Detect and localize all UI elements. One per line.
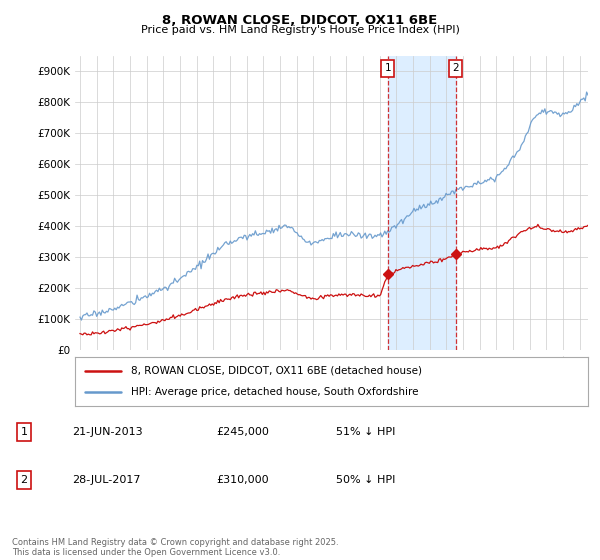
Text: 28-JUL-2017: 28-JUL-2017 [72, 475, 140, 485]
Text: 2: 2 [452, 63, 459, 73]
Text: 1: 1 [20, 427, 28, 437]
Text: £245,000: £245,000 [216, 427, 269, 437]
Text: HPI: Average price, detached house, South Oxfordshire: HPI: Average price, detached house, Sout… [131, 387, 419, 397]
Text: 50% ↓ HPI: 50% ↓ HPI [336, 475, 395, 485]
Text: 8, ROWAN CLOSE, DIDCOT, OX11 6BE: 8, ROWAN CLOSE, DIDCOT, OX11 6BE [163, 14, 437, 27]
Text: Price paid vs. HM Land Registry's House Price Index (HPI): Price paid vs. HM Land Registry's House … [140, 25, 460, 35]
Text: 21-JUN-2013: 21-JUN-2013 [72, 427, 143, 437]
Text: 2: 2 [20, 475, 28, 485]
Text: 1: 1 [385, 63, 391, 73]
Bar [388, 56, 456, 350]
Text: £310,000: £310,000 [216, 475, 269, 485]
Text: 51% ↓ HPI: 51% ↓ HPI [336, 427, 395, 437]
Text: 8, ROWAN CLOSE, DIDCOT, OX11 6BE (detached house): 8, ROWAN CLOSE, DIDCOT, OX11 6BE (detach… [131, 366, 422, 376]
Text: Contains HM Land Registry data © Crown copyright and database right 2025.
This d: Contains HM Land Registry data © Crown c… [12, 538, 338, 557]
